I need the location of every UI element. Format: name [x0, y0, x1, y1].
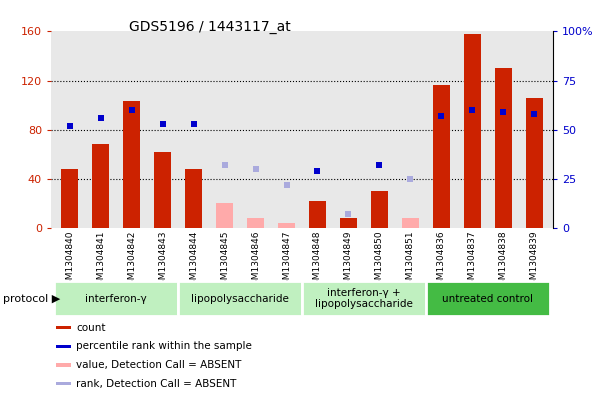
- Bar: [56, 326, 71, 329]
- Text: GSM1304836: GSM1304836: [437, 231, 446, 291]
- Text: interferon-γ: interferon-γ: [85, 294, 147, 304]
- Text: GSM1304851: GSM1304851: [406, 231, 415, 291]
- Text: lipopolysaccharide: lipopolysaccharide: [191, 294, 289, 304]
- Bar: [340, 218, 357, 228]
- Bar: [216, 204, 233, 228]
- Text: GSM1304847: GSM1304847: [282, 231, 291, 291]
- Text: interferon-γ +
lipopolysaccharide: interferon-γ + lipopolysaccharide: [315, 288, 413, 309]
- Text: GSM1304840: GSM1304840: [65, 231, 74, 291]
- Text: GSM1304848: GSM1304848: [313, 231, 322, 291]
- Bar: [123, 101, 140, 228]
- Text: GSM1304839: GSM1304839: [530, 231, 539, 291]
- Text: GSM1304844: GSM1304844: [189, 231, 198, 291]
- Text: GSM1304838: GSM1304838: [499, 231, 508, 291]
- Text: GSM1304842: GSM1304842: [127, 231, 136, 291]
- Text: untreated control: untreated control: [442, 294, 533, 304]
- Bar: [92, 144, 109, 228]
- Bar: [154, 152, 171, 228]
- Text: GSM1304843: GSM1304843: [158, 231, 167, 291]
- Bar: [185, 169, 202, 228]
- Bar: [433, 86, 450, 228]
- Bar: [56, 363, 71, 367]
- Text: GSM1304849: GSM1304849: [344, 231, 353, 291]
- Bar: [526, 98, 543, 228]
- Text: GSM1304846: GSM1304846: [251, 231, 260, 291]
- Text: value, Detection Call = ABSENT: value, Detection Call = ABSENT: [76, 360, 242, 370]
- Bar: [247, 218, 264, 228]
- Bar: [56, 345, 71, 348]
- FancyBboxPatch shape: [302, 281, 426, 316]
- Bar: [495, 68, 512, 228]
- FancyBboxPatch shape: [426, 281, 550, 316]
- Bar: [309, 201, 326, 228]
- Text: GSM1304845: GSM1304845: [220, 231, 229, 291]
- Bar: [278, 223, 295, 228]
- Text: GSM1304850: GSM1304850: [375, 231, 384, 291]
- Text: protocol ▶: protocol ▶: [3, 294, 60, 304]
- Text: GSM1304837: GSM1304837: [468, 231, 477, 291]
- Bar: [371, 191, 388, 228]
- Text: GSM1304841: GSM1304841: [96, 231, 105, 291]
- Text: rank, Detection Call = ABSENT: rank, Detection Call = ABSENT: [76, 379, 237, 389]
- Text: count: count: [76, 323, 106, 332]
- Bar: [61, 169, 78, 228]
- Bar: [56, 382, 71, 386]
- FancyBboxPatch shape: [178, 281, 302, 316]
- Text: percentile rank within the sample: percentile rank within the sample: [76, 342, 252, 351]
- Bar: [402, 218, 419, 228]
- FancyBboxPatch shape: [54, 281, 178, 316]
- Text: GDS5196 / 1443117_at: GDS5196 / 1443117_at: [129, 20, 291, 34]
- Bar: [464, 34, 481, 228]
